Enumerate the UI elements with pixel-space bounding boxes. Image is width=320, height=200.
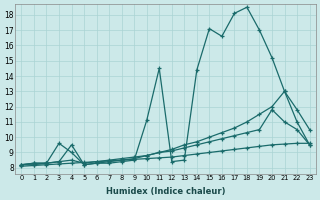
X-axis label: Humidex (Indice chaleur): Humidex (Indice chaleur)	[106, 187, 225, 196]
